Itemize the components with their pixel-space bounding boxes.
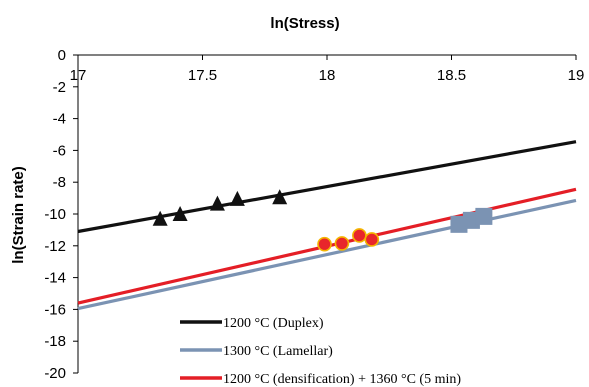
- x-tick-label: 18: [319, 67, 336, 84]
- y-tick-label: -20: [44, 365, 66, 382]
- y-axis-label: ln(Strain rate): [10, 166, 27, 264]
- y-tick-label: -12: [44, 238, 66, 255]
- y-tick-label: -18: [44, 333, 66, 350]
- y-tick-label: -4: [53, 111, 66, 128]
- fit-line: [77, 198, 577, 311]
- legend-label: 1200 °C (densification) + 1360 °C (5 min…: [223, 372, 461, 387]
- y-tick-label: -2: [53, 79, 66, 96]
- x-tick-label: 17.5: [188, 67, 217, 84]
- fit-lines: [77, 140, 577, 311]
- x-tick-label: 18.5: [437, 67, 466, 84]
- y-tick-label: -10: [44, 206, 66, 223]
- triangle-marker: [152, 210, 168, 226]
- triangle-marker: [229, 190, 245, 206]
- circle-marker: [364, 232, 380, 247]
- legend-label: 1300 °C (Lamellar): [223, 344, 333, 359]
- triangle-marker: [209, 195, 225, 211]
- y-tick-label: -14: [44, 270, 66, 287]
- circle-marker: [352, 228, 367, 243]
- chart-title: ln(Stress): [270, 15, 339, 32]
- data-markers: [152, 189, 493, 252]
- axes: 0 -2 -4 -6 -8 -10 -12 -14 -16 -18 -20 17 17.5 18 18.5 1…: [44, 47, 584, 382]
- triangle-marker: [272, 189, 288, 205]
- triangle-marker: [172, 206, 188, 221]
- legend: 1200 °C (Duplex) 1300 °C (Lamellar) 1200 °…: [180, 316, 461, 387]
- square-marker: [475, 207, 493, 225]
- y-tick-label: 0: [58, 47, 66, 64]
- y-tick-label: -16: [44, 301, 66, 318]
- circle-marker: [334, 236, 350, 251]
- y-tick-label: -8: [53, 174, 66, 191]
- x-tick-label: 19: [568, 67, 585, 84]
- y-tick-label: -6: [53, 142, 66, 159]
- x-tick-label: 17: [70, 67, 87, 84]
- legend-label: 1200 °C (Duplex): [223, 316, 324, 331]
- circle-marker: [317, 236, 332, 252]
